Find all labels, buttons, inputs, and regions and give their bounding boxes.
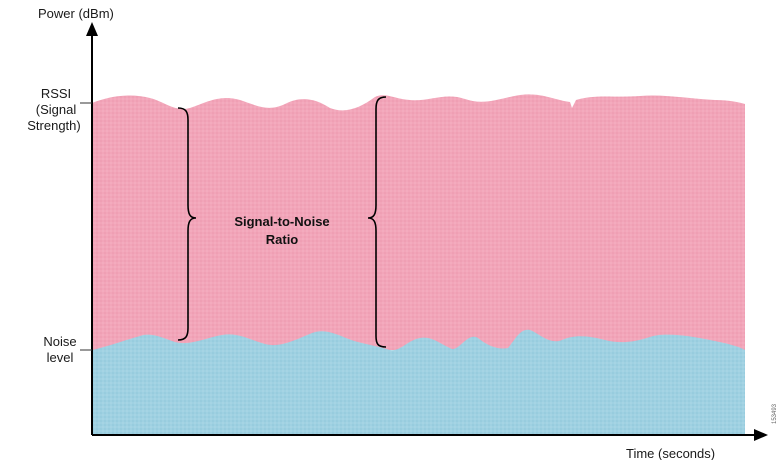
y-axis-label: Power (dBm) [38, 6, 114, 21]
figure-id: 153493 [772, 403, 778, 424]
snr-brace-right [367, 96, 387, 348]
rssi-label-line-1: RSSI [41, 86, 71, 101]
y-axis-arrow-icon [86, 22, 98, 36]
snr-brace-left [177, 107, 197, 341]
x-axis-arrow-icon [754, 429, 768, 441]
noise-label-line-1: Noise [43, 334, 76, 349]
snr-label-line-2: Ratio [266, 232, 299, 247]
rssi-label-line-2: (Signal [36, 102, 77, 117]
snr-label-line-1: Signal-to-Noise [234, 214, 329, 229]
signal-strength-area [92, 94, 745, 350]
noise-label-line-2: level [47, 350, 74, 365]
rssi-label-line-3: Strength) [27, 118, 80, 133]
x-axis-label: Time (seconds) [626, 446, 715, 460]
noise-level-area [92, 329, 745, 435]
